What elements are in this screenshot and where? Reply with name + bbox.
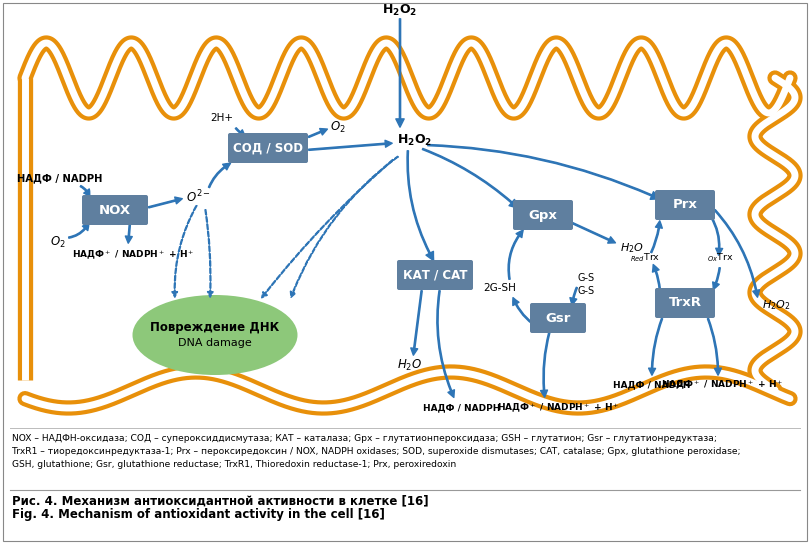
Text: $O^{2-}$: $O^{2-}$ (185, 189, 211, 205)
FancyArrowPatch shape (653, 264, 660, 289)
FancyArrowPatch shape (437, 290, 454, 398)
FancyArrowPatch shape (428, 145, 659, 199)
Text: НАДФ / NADPH: НАДФ / NADPH (17, 173, 103, 183)
FancyBboxPatch shape (513, 200, 573, 230)
Text: НАДФ / NADPH: НАДФ / NADPH (424, 404, 501, 412)
FancyArrowPatch shape (513, 298, 541, 329)
FancyArrowPatch shape (650, 221, 663, 253)
Text: G-S: G-S (578, 286, 595, 296)
FancyArrowPatch shape (172, 205, 197, 297)
FancyArrowPatch shape (236, 128, 245, 137)
Text: НАДФ$^+$ / NADPH$^+$ + H$^+$: НАДФ$^+$ / NADPH$^+$ + H$^+$ (72, 249, 194, 262)
Text: $_{Red}$Trx: $_{Red}$Trx (630, 252, 660, 264)
Text: Gpx: Gpx (529, 208, 557, 221)
Text: NOX – НАДФН-оксидаза; СОД – супероксиддисмутаза; КАТ – каталаза; Gpx – глутатион: NOX – НАДФН-оксидаза; СОД – супероксидди… (12, 434, 717, 443)
FancyBboxPatch shape (228, 133, 308, 163)
Text: NOX: NOX (99, 203, 131, 217)
Text: GSH, glutathione; Gsr, glutathione reductase; TrxR1, Thioredoxin reductase-1; Pr: GSH, glutathione; Gsr, glutathione reduc… (12, 460, 456, 469)
FancyArrowPatch shape (291, 156, 398, 298)
FancyArrowPatch shape (126, 225, 132, 243)
FancyBboxPatch shape (82, 195, 148, 225)
Text: НАДФ$^+$ / NADPH$^+$ + H$^+$: НАДФ$^+$ / NADPH$^+$ + H$^+$ (661, 379, 783, 392)
Text: DNA damage: DNA damage (178, 338, 252, 348)
FancyBboxPatch shape (655, 190, 715, 220)
FancyArrowPatch shape (411, 290, 422, 355)
FancyArrowPatch shape (540, 332, 550, 397)
Text: Повреждение ДНК: Повреждение ДНК (151, 320, 279, 333)
FancyArrowPatch shape (570, 287, 578, 305)
Text: 2H+: 2H+ (211, 113, 233, 123)
FancyBboxPatch shape (397, 260, 473, 290)
FancyArrowPatch shape (407, 151, 433, 261)
Text: СОД / SOD: СОД / SOD (233, 141, 303, 154)
FancyArrowPatch shape (422, 149, 518, 208)
Text: НАДФ / NADPH: НАДФ / NADPH (613, 380, 691, 390)
Text: Gsr: Gsr (545, 312, 571, 325)
FancyArrowPatch shape (713, 268, 720, 289)
FancyBboxPatch shape (530, 303, 586, 333)
FancyArrowPatch shape (80, 186, 90, 197)
FancyArrowPatch shape (658, 212, 665, 219)
FancyArrowPatch shape (572, 222, 616, 243)
FancyArrowPatch shape (508, 230, 523, 280)
FancyArrowPatch shape (262, 159, 393, 298)
Text: G-S: G-S (578, 273, 595, 283)
FancyArrowPatch shape (309, 140, 392, 150)
Text: 2G-SH: 2G-SH (484, 283, 517, 293)
Text: $\mathbf{H_2O_2}$: $\mathbf{H_2O_2}$ (398, 132, 433, 147)
Text: $H_2O$: $H_2O$ (620, 241, 644, 255)
FancyArrowPatch shape (69, 222, 89, 238)
Ellipse shape (133, 295, 297, 375)
FancyArrowPatch shape (707, 318, 722, 375)
Text: $H_2O$: $H_2O$ (398, 357, 423, 373)
Text: НАДФ$^+$ / NADPH$^+$ + H$^+$: НАДФ$^+$ / NADPH$^+$ + H$^+$ (497, 401, 620, 415)
Text: $O_2$: $O_2$ (330, 120, 346, 134)
Text: $\mathbf{H_2O_2}$: $\mathbf{H_2O_2}$ (382, 3, 418, 17)
Text: КАТ / CAT: КАТ / CAT (403, 269, 467, 281)
FancyArrowPatch shape (148, 197, 182, 208)
FancyArrowPatch shape (714, 209, 760, 297)
Text: Рис. 4. Механизм антиоксидантной активности в клетке [16]: Рис. 4. Механизм антиоксидантной активно… (12, 494, 428, 507)
FancyArrowPatch shape (208, 163, 231, 188)
Text: TrxR: TrxR (668, 296, 701, 310)
FancyArrowPatch shape (396, 19, 404, 127)
Text: Prx: Prx (672, 199, 697, 212)
Text: TrxR1 – тиоредоксинредуктаза-1; Prx – пероксиредоксин / NOX, NADPH oxidases; SOD: TrxR1 – тиоредоксинредуктаза-1; Prx – пе… (12, 447, 740, 456)
Text: Fig. 4. Mechanism of antioxidant activity in the cell [16]: Fig. 4. Mechanism of antioxidant activit… (12, 508, 385, 521)
FancyArrowPatch shape (205, 209, 213, 297)
FancyBboxPatch shape (655, 288, 715, 318)
FancyArrowPatch shape (309, 128, 327, 138)
FancyArrowPatch shape (649, 318, 663, 375)
FancyArrowPatch shape (711, 217, 723, 255)
Text: $_{Ox}$Trx: $_{Ox}$Trx (707, 252, 733, 264)
Text: $H_2O_2$: $H_2O_2$ (762, 298, 791, 312)
Text: $O_2$: $O_2$ (50, 234, 66, 250)
